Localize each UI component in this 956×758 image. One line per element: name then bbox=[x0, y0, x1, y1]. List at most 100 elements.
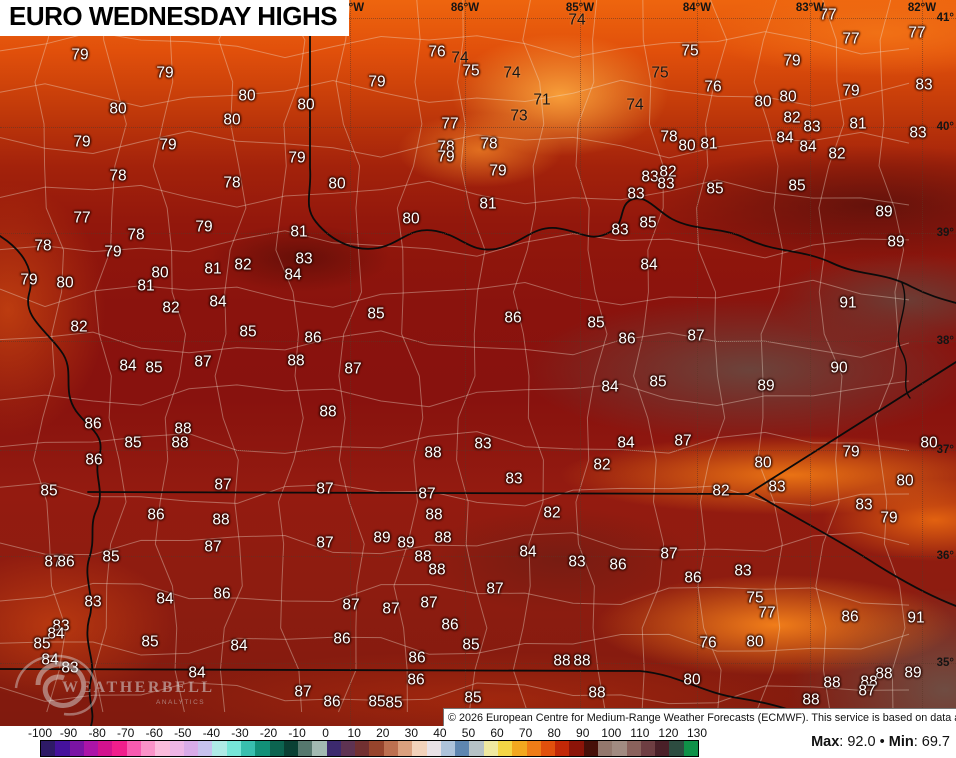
county-line bbox=[152, 0, 187, 713]
colorbar-cell bbox=[269, 741, 284, 756]
colorbar-cell bbox=[440, 741, 456, 756]
temp-label: 87 bbox=[294, 683, 312, 701]
colorbar-tick: -100 bbox=[27, 726, 53, 740]
county-line bbox=[0, 330, 910, 358]
temp-label: 85 bbox=[40, 482, 58, 500]
colorbar-cell bbox=[326, 741, 341, 756]
temp-label: 86 bbox=[684, 569, 702, 587]
temp-label: 75 bbox=[651, 64, 669, 82]
max-value: 92.0 bbox=[847, 734, 876, 750]
county-line bbox=[0, 279, 910, 308]
temp-label: 79 bbox=[104, 243, 122, 261]
colorbar-cell bbox=[112, 741, 127, 756]
county-line bbox=[815, 0, 845, 713]
colorbar-tick: 100 bbox=[601, 726, 622, 740]
colorbar-tick: -30 bbox=[231, 726, 249, 740]
temp-label: 87 bbox=[316, 534, 334, 552]
temp-label: 82 bbox=[543, 504, 561, 522]
colorbar-tick: -90 bbox=[59, 726, 78, 740]
colorbar-cell bbox=[626, 741, 641, 756]
temp-label: 87 bbox=[418, 485, 436, 503]
temp-label: 83 bbox=[52, 617, 70, 635]
max-min-stats: Max: 92.0 • Min: 69.7 bbox=[811, 734, 950, 750]
temp-label: 88 bbox=[428, 561, 446, 579]
temp-label: 79 bbox=[880, 509, 898, 527]
temp-label: 77 bbox=[819, 6, 837, 24]
temp-label: 85 bbox=[649, 373, 667, 391]
colorbar-tick: 0 bbox=[322, 726, 329, 740]
temp-label: 76 bbox=[428, 43, 446, 61]
colorbar-tick: -40 bbox=[202, 726, 221, 740]
temp-label: 85 bbox=[462, 636, 480, 654]
state-border-lines bbox=[0, 30, 956, 726]
temp-label: 83 bbox=[505, 470, 523, 488]
colorbar-cell bbox=[655, 741, 670, 756]
colorbar-tick: -70 bbox=[117, 726, 135, 740]
county-line bbox=[0, 179, 910, 208]
temp-label: 82 bbox=[783, 109, 801, 127]
county-line bbox=[0, 380, 910, 408]
colorbar-tick: 120 bbox=[658, 726, 679, 740]
temp-label: 91 bbox=[839, 294, 857, 312]
grid-line-v bbox=[697, 0, 698, 726]
temp-label: 89 bbox=[904, 664, 922, 682]
state-border-ky-va bbox=[747, 361, 956, 495]
temp-label: 86 bbox=[57, 553, 75, 571]
temp-label: 86 bbox=[304, 329, 322, 347]
temp-label: 84 bbox=[519, 543, 537, 561]
temp-label: 87 bbox=[687, 327, 705, 345]
temp-label: 80 bbox=[56, 274, 74, 292]
temp-label: 87 bbox=[660, 545, 678, 563]
colorbar-tick: 10 bbox=[347, 726, 361, 740]
temp-label: 87 bbox=[204, 538, 222, 556]
colorbar-cell bbox=[669, 741, 684, 756]
temp-label: 78 bbox=[109, 167, 127, 185]
temp-label: 79 bbox=[489, 162, 507, 180]
temp-label: 88 bbox=[319, 403, 337, 421]
colorbar-tick: 30 bbox=[404, 726, 419, 740]
colorbar-cell bbox=[455, 741, 470, 756]
temp-label: 86 bbox=[504, 309, 522, 327]
lat-label: 39° bbox=[936, 227, 954, 239]
county-line bbox=[633, 0, 665, 713]
temp-label: 77 bbox=[73, 209, 91, 227]
colorbar-tick: 20 bbox=[376, 726, 390, 740]
temp-label: 79 bbox=[368, 73, 386, 91]
temp-label: 81 bbox=[290, 223, 308, 241]
weatherbell-swirl-icon bbox=[14, 654, 98, 716]
county-line bbox=[696, 0, 728, 713]
temp-label: 88 bbox=[174, 420, 192, 438]
colorbar-cell bbox=[398, 741, 413, 756]
county-line bbox=[33, 0, 67, 713]
temp-label: 76 bbox=[699, 634, 717, 652]
temp-label: 80 bbox=[896, 472, 914, 490]
colorbar-tick: -80 bbox=[88, 726, 106, 740]
county-line bbox=[0, 230, 910, 259]
temp-label: 77 bbox=[441, 115, 459, 133]
colorbar-cell bbox=[212, 741, 227, 756]
colorbar-cell bbox=[155, 741, 170, 756]
temp-label: 81 bbox=[700, 135, 718, 153]
temp-label: 83 bbox=[915, 76, 933, 94]
temp-label: 91 bbox=[907, 609, 925, 627]
lon-label: 86°W bbox=[450, 2, 480, 14]
colorbar-cell bbox=[55, 741, 70, 756]
temp-label: 77 bbox=[758, 604, 776, 622]
weatherbell-logo: WEATHERBELL ANALYTICS bbox=[8, 652, 258, 723]
colorbar-tick: 40 bbox=[433, 726, 447, 740]
grid-line-h bbox=[0, 127, 956, 128]
grid-line-h bbox=[0, 556, 956, 557]
colorbar-cell bbox=[355, 741, 370, 756]
colorbar-cell bbox=[198, 741, 213, 756]
temp-label: 77 bbox=[842, 30, 860, 48]
colorbar-tick: -50 bbox=[174, 726, 192, 740]
colorbar-cell bbox=[526, 741, 541, 756]
min-value: 69.7 bbox=[921, 734, 950, 750]
temp-label: 80 bbox=[779, 88, 797, 106]
temp-label: 87 bbox=[486, 580, 504, 598]
colorbar bbox=[40, 740, 699, 757]
temp-label: 84 bbox=[601, 378, 619, 396]
colorbar-cell bbox=[126, 741, 141, 756]
temp-label: 74 bbox=[626, 96, 644, 114]
temp-label: 75 bbox=[681, 42, 699, 60]
